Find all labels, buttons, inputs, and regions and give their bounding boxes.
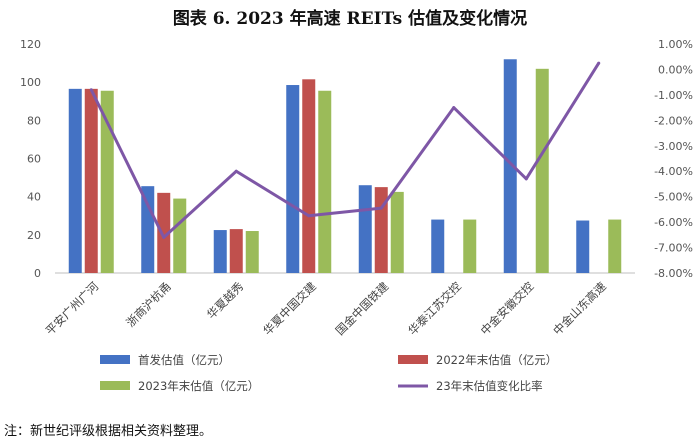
legend-label: 23年末估值变化比率 [436, 379, 543, 393]
category-label: 中金山东高速 [550, 279, 609, 338]
ratio-line-path [89, 62, 601, 239]
category-label: 华泰江苏交控 [405, 279, 464, 338]
right-tick-label: -5.00% [654, 191, 693, 204]
bar [157, 192, 171, 273]
legend-label: 2023年末估值（亿元） [138, 379, 259, 393]
right-tick-label: -4.00% [654, 165, 693, 178]
bar [68, 88, 82, 274]
ratio-line [89, 61, 601, 239]
category-labels: 平安广州广河 浙商沪杭甬 华夏越秀 华夏中国交建 国金中国铁建 华泰江苏交控 中金安徽交控中… [43, 279, 610, 338]
legend-label: 2022年末估值（亿元） [436, 353, 557, 367]
right-tick-label: -1.00% [654, 89, 693, 102]
line-point [379, 206, 383, 210]
bar [245, 231, 259, 273]
right-tick-label: -3.00% [654, 140, 693, 153]
bar [535, 68, 549, 273]
bar [608, 219, 622, 273]
line-point [597, 61, 601, 65]
left-tick-label: 120 [20, 38, 41, 51]
bar [229, 229, 243, 273]
bar [576, 220, 590, 273]
right-tick-label: 0.00% [658, 63, 693, 76]
line-point [162, 235, 166, 239]
right-tick-label: -8.00% [654, 267, 693, 280]
line-point [234, 169, 238, 173]
left-tick-label: 60 [27, 153, 41, 166]
source-note: 注：新世纪评级根据相关资料整理。 [4, 424, 213, 439]
line-point [307, 214, 311, 218]
right-tick-label: -6.00% [654, 216, 693, 229]
bar [302, 79, 316, 273]
legend-swatch [398, 355, 428, 364]
bar [286, 85, 300, 273]
bar [358, 185, 372, 273]
category-label: 华夏越秀 [204, 279, 247, 322]
bar [390, 191, 404, 273]
bar [318, 90, 332, 273]
bars [68, 59, 622, 274]
legend-swatch [100, 355, 130, 364]
category-label: 浙商沪杭甬 [123, 279, 174, 330]
left-tick-label: 100 [20, 76, 41, 89]
left-tick-label: 40 [27, 191, 41, 204]
legend-label: 首发估值（亿元） [138, 353, 230, 367]
bar [84, 88, 98, 274]
left-tick-label: 20 [27, 229, 41, 242]
line-point [452, 106, 456, 110]
line-point [89, 88, 93, 92]
left-tick-label: 0 [34, 267, 41, 280]
chart-title: 图表 6. 2023 年高速 REITs 估值及变化情况 [172, 9, 528, 29]
bar [503, 59, 517, 274]
bar [431, 219, 445, 273]
right-tick-label: -7.00% [654, 242, 693, 255]
right-tick-label: 1.00% [658, 38, 693, 51]
left-tick-label: 80 [27, 114, 41, 127]
bar [100, 90, 114, 273]
bar [173, 198, 187, 273]
legend-swatch [100, 381, 130, 390]
category-label: 华夏中国交建 [260, 279, 319, 338]
left-axis-ticks: 0 20 40 60 80 100 120 [20, 38, 41, 280]
legend: 首发估值（亿元） 2022年末估值（亿元） 2023年末估值（亿元） 23年末估值变化… [100, 353, 557, 393]
bar [463, 219, 477, 273]
category-label: 中金安徽交控 [478, 279, 537, 338]
bar [141, 186, 155, 273]
right-tick-label: -2.00% [654, 114, 693, 127]
category-label: 平安广州广河 [43, 279, 102, 338]
right-axis-ticks: -8.00% -7.00% -6.00% -5.00% -4.00% -3.00% -2.0… [654, 38, 693, 280]
bar [213, 230, 227, 273]
category-label: 国金中国铁建 [333, 279, 392, 338]
line-point [524, 177, 528, 181]
